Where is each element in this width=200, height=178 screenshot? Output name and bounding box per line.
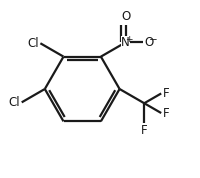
Text: −: − (149, 35, 157, 45)
Text: O: O (144, 36, 153, 49)
Text: Cl: Cl (27, 37, 39, 50)
Text: Cl: Cl (9, 96, 20, 109)
Text: O: O (121, 10, 130, 23)
Text: N: N (121, 36, 130, 49)
Text: F: F (141, 124, 148, 137)
Text: F: F (163, 87, 169, 100)
Text: F: F (163, 106, 169, 120)
Text: +: + (125, 35, 133, 44)
